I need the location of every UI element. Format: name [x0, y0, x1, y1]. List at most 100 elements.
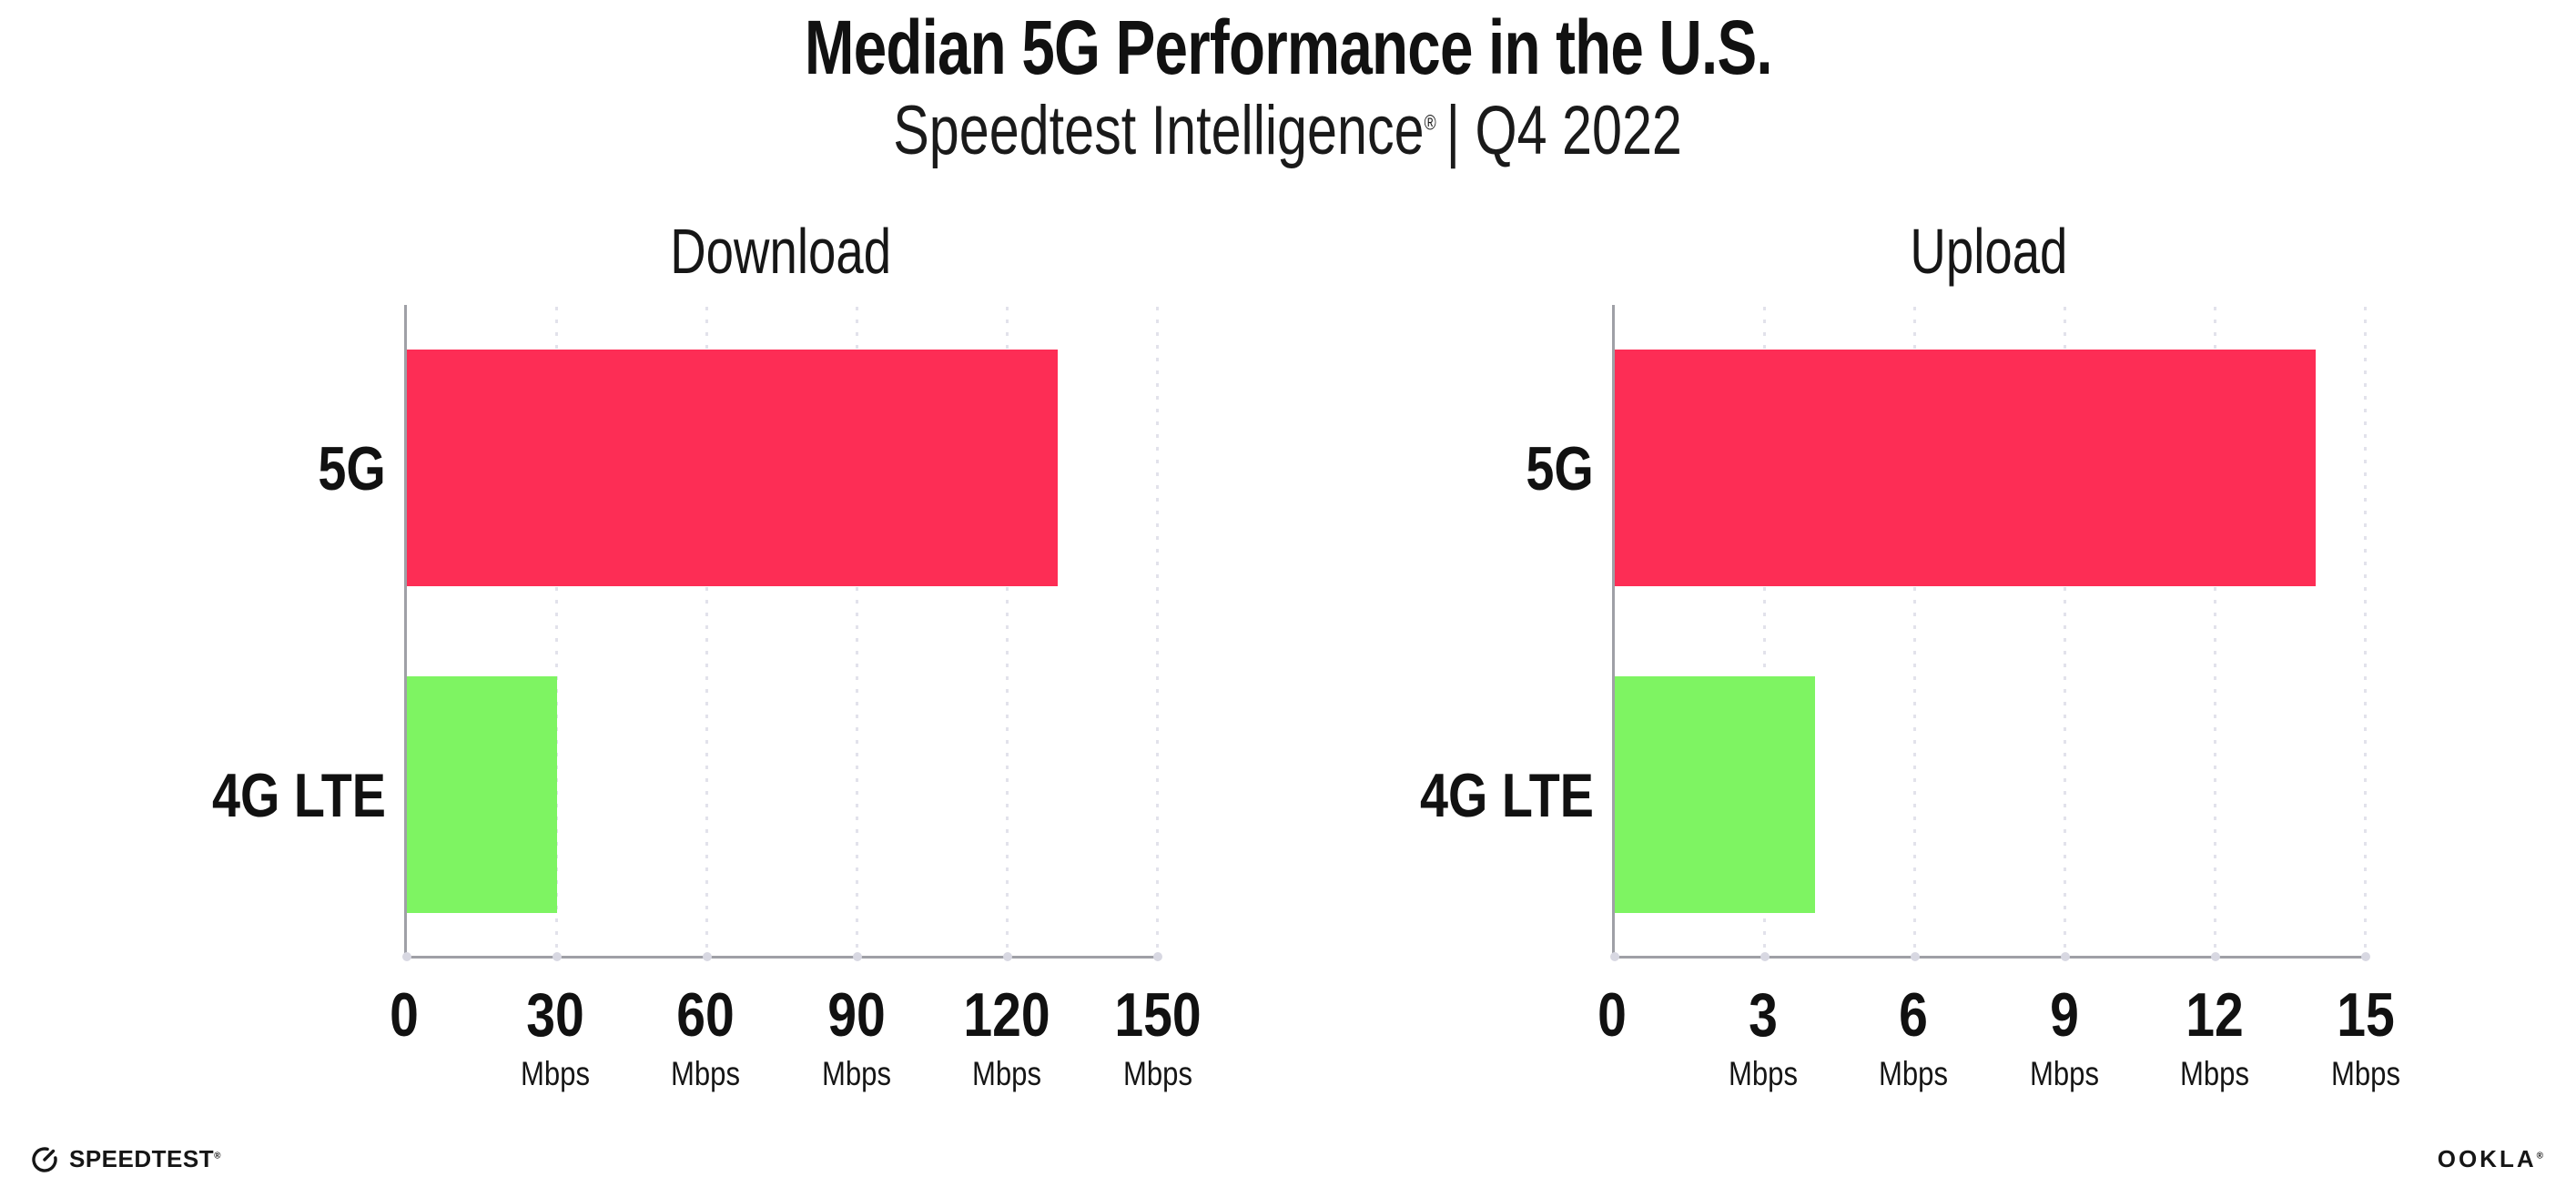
x-tick-value: 0: [1597, 980, 1627, 1050]
x-tick-label: 60 Mbps: [664, 984, 746, 1090]
x-tick-value: 6: [1899, 980, 1929, 1050]
upload-chart-title: Upload: [1910, 216, 2068, 287]
upload-x-axis-labels: 0 3 Mbps 6 Mbps 9 Mbps 12 Mbps 15 Mbps: [1597, 959, 2400, 1104]
ookla-registered-mark: ®: [2536, 1151, 2543, 1161]
x-tick-unit: Mbps: [1122, 1055, 1192, 1092]
x-tick-label: 12 Mbps: [2174, 984, 2256, 1090]
x-tick-label: 90 Mbps: [816, 984, 898, 1090]
gridline: [1763, 307, 1766, 956]
download-x-axis-labels: 0 30 Mbps 60 Mbps 90 Mbps 120 Mbps 150 Mbps: [390, 959, 1202, 1104]
speedtest-logo: SPEEDTEST®: [30, 1143, 221, 1174]
x-tick-unit: Mbps: [671, 1055, 741, 1092]
category-label-5g: 5G: [303, 438, 386, 500]
gridline: [1156, 307, 1159, 956]
category-label-text: 5G: [318, 434, 386, 503]
x-tick-value: 150: [1114, 980, 1202, 1050]
gridline: [1006, 307, 1009, 956]
page-subtitle: Speedtest Intelligence® | Q4 2022: [0, 95, 2576, 167]
gridline: [555, 307, 558, 956]
speedtest-gauge-icon: [30, 1143, 61, 1174]
ookla-wordmark: OOKLA: [2437, 1145, 2537, 1172]
gridline: [2064, 307, 2066, 956]
x-tick-unit: Mbps: [1879, 1055, 1949, 1092]
x-tick-value: 12: [2186, 980, 2245, 1050]
x-tick-text: 150 Mbps: [1114, 984, 1201, 1090]
x-tick-label: 120 Mbps: [956, 984, 1059, 1090]
x-tick-value: 90: [827, 980, 886, 1050]
x-tick-label: 0: [387, 984, 421, 1046]
page-title-text: Median 5G Performance in the U.S.: [804, 5, 1773, 90]
registered-mark: ®: [1425, 110, 1437, 135]
download-chart-title: Download: [670, 216, 892, 287]
x-tick-unit: Mbps: [520, 1055, 590, 1092]
bar-5g: [1615, 350, 2316, 586]
speedtest-registered-mark: ®: [214, 1151, 221, 1161]
axis-tick-dot: [2361, 952, 2370, 961]
x-tick-text: 12 Mbps: [2180, 984, 2249, 1090]
bar-5g: [407, 350, 1058, 586]
x-tick-label: 6 Mbps: [1872, 984, 1954, 1090]
axis-tick-dot: [553, 952, 562, 961]
x-tick-unit: Mbps: [2029, 1055, 2099, 1092]
x-tick-label: 150 Mbps: [1106, 984, 1209, 1090]
x-tick-text: 6 Mbps: [1879, 984, 1948, 1090]
x-tick-unit: Mbps: [972, 1055, 1042, 1092]
x-tick-text: 3 Mbps: [1729, 984, 1798, 1090]
x-tick-label: 15 Mbps: [2325, 984, 2407, 1090]
axis-tick-dot: [1610, 952, 1619, 961]
category-label-4g-lte: 4G LTE: [174, 765, 386, 827]
category-label-5g: 5G: [1511, 438, 1594, 500]
category-label-text: 4G LTE: [211, 761, 386, 830]
gridline: [1913, 307, 1916, 956]
axis-tick-dot: [853, 952, 862, 961]
page-subtitle-text: Speedtest Intelligence® | Q4 2022: [894, 95, 1683, 167]
x-tick-value: 30: [525, 980, 584, 1050]
x-tick-text: 120 Mbps: [964, 984, 1050, 1090]
x-tick-value: 0: [390, 980, 419, 1050]
gridline: [705, 307, 708, 956]
x-tick-unit: Mbps: [2180, 1055, 2250, 1092]
axis-tick-dot: [1760, 952, 1770, 961]
x-tick-value: 3: [1748, 980, 1778, 1050]
gridline: [2214, 307, 2216, 956]
axis-tick-dot: [2211, 952, 2220, 961]
x-tick-text: 9 Mbps: [2030, 984, 2099, 1090]
subtitle-brand: Speedtest Intelligence: [893, 92, 1425, 169]
axis-tick-dot: [1153, 952, 1162, 961]
x-tick-text: 15 Mbps: [2331, 984, 2400, 1090]
x-tick-unit: Mbps: [821, 1055, 891, 1092]
x-tick-text: 0: [1597, 984, 1627, 1046]
x-tick-value: 15: [2337, 980, 2395, 1050]
bar-4g-lte: [407, 676, 557, 913]
x-tick-text: 0: [390, 984, 419, 1046]
speedtest-wordmark: SPEEDTEST®: [69, 1145, 221, 1172]
gridline: [2364, 307, 2367, 956]
x-tick-label: 30 Mbps: [513, 984, 595, 1090]
gridline: [856, 307, 858, 956]
x-tick-label: 9 Mbps: [2023, 984, 2105, 1090]
x-tick-value: 60: [676, 980, 735, 1050]
axis-tick-dot: [2061, 952, 2070, 961]
page-title: Median 5G Performance in the U.S.: [0, 7, 2576, 87]
x-tick-label: 0: [1595, 984, 1629, 1046]
download-chart: Download 5G 4G LTE 0 30 Mbps 60 Mbps 90 Mbps 120…: [212, 219, 1202, 1090]
x-tick-text: 60 Mbps: [671, 984, 740, 1090]
x-tick-unit: Mbps: [2330, 1055, 2401, 1092]
x-tick-text: 90 Mbps: [822, 984, 891, 1090]
bar-4g-lte: [1615, 676, 1815, 913]
ookla-logo: OOKLA®: [2438, 1147, 2543, 1171]
upload-chart: Upload 5G 4G LTE 0 3 Mbps 6 Mbps 9 Mbps 12 Mbps 15…: [1420, 219, 2400, 1090]
x-tick-value: 120: [963, 980, 1051, 1050]
category-label-text: 5G: [1526, 434, 1594, 503]
axis-tick-dot: [402, 952, 411, 961]
axis-tick-dot: [1003, 952, 1012, 961]
upload-plot-area: [1610, 305, 2370, 961]
x-tick-value: 9: [2049, 980, 2079, 1050]
x-tick-text: 30 Mbps: [521, 984, 590, 1090]
download-plot-area: [402, 305, 1162, 961]
axis-tick-dot: [1911, 952, 1920, 961]
category-label-text: 4G LTE: [1419, 761, 1594, 830]
axis-tick-dot: [703, 952, 712, 961]
x-tick-unit: Mbps: [1728, 1055, 1798, 1092]
